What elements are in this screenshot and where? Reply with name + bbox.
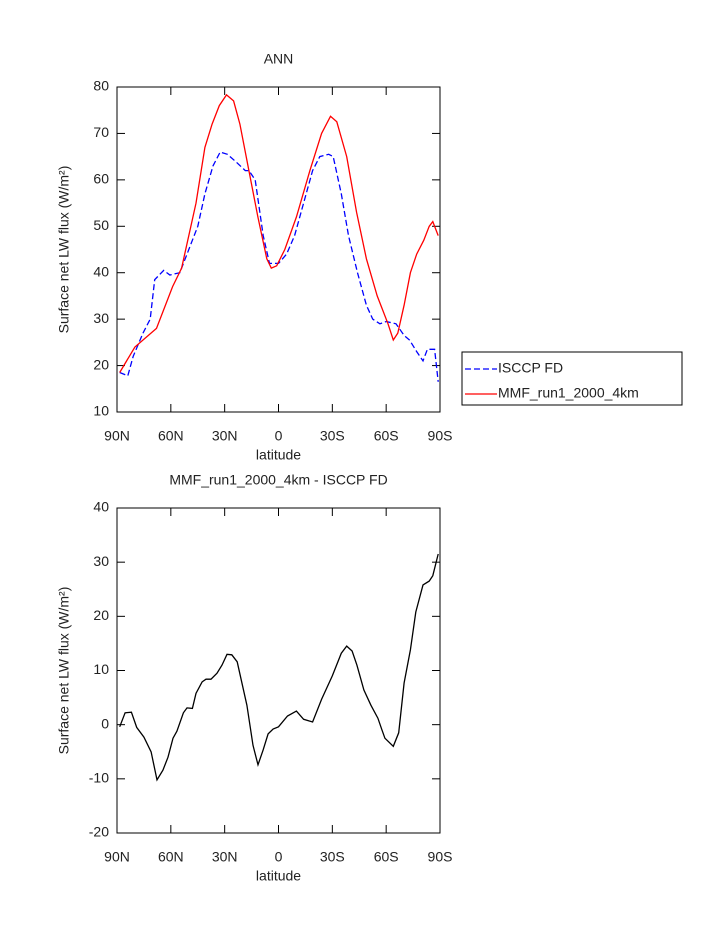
x-axis-label: latitude (256, 868, 301, 884)
x-tick-label: 30N (212, 849, 238, 865)
y-tick-label: 20 (93, 356, 109, 372)
x-tick-label: 90S (428, 428, 453, 444)
chart-title: MMF_run1_2000_4km - ISCCP FD (169, 472, 387, 488)
chart-title: ANN (264, 51, 294, 67)
y-tick-label: 0 (101, 715, 109, 731)
x-tick-label: 30S (320, 849, 345, 865)
x-tick-label: 30N (212, 428, 238, 444)
y-tick-label: 70 (93, 124, 109, 140)
y-tick-label: 10 (93, 661, 109, 677)
x-tick-label: 60N (158, 428, 184, 444)
y-tick-label: 30 (93, 310, 109, 326)
x-tick-label: 60N (158, 849, 184, 865)
x-tick-label: 60S (374, 428, 399, 444)
y-tick-label: 40 (93, 499, 109, 515)
y-tick-label: 80 (93, 78, 109, 94)
x-tick-label: 0 (275, 849, 283, 865)
y-tick-label: 10 (93, 403, 109, 419)
x-tick-label: 90N (104, 428, 130, 444)
y-tick-label: -20 (89, 824, 109, 840)
data-line (119, 93, 439, 373)
x-tick-label: 60S (374, 849, 399, 865)
legend-label: MMF_run1_2000_4km (498, 385, 639, 401)
y-tick-label: 40 (93, 263, 109, 279)
x-axis-label: latitude (256, 447, 301, 463)
plot-frame (116, 507, 441, 834)
y-tick-label: 30 (93, 553, 109, 569)
x-tick-label: 90N (104, 849, 130, 865)
y-tick-label: 60 (93, 171, 109, 187)
y-tick-label: -10 (89, 770, 109, 786)
plot-frame (116, 86, 441, 413)
data-line (119, 553, 439, 782)
x-tick-label: 30S (320, 428, 345, 444)
y-axis-label: Surface net LW flux (W/m²) (56, 587, 72, 755)
x-tick-label: 90S (428, 849, 453, 865)
legend-box (461, 351, 683, 406)
legend-label: ISCCP FD (498, 360, 563, 376)
y-tick-label: 50 (93, 217, 109, 233)
y-axis-label: Surface net LW flux (W/m²) (56, 166, 72, 334)
data-line (119, 151, 439, 382)
x-tick-label: 0 (275, 428, 283, 444)
y-tick-label: 20 (93, 607, 109, 623)
